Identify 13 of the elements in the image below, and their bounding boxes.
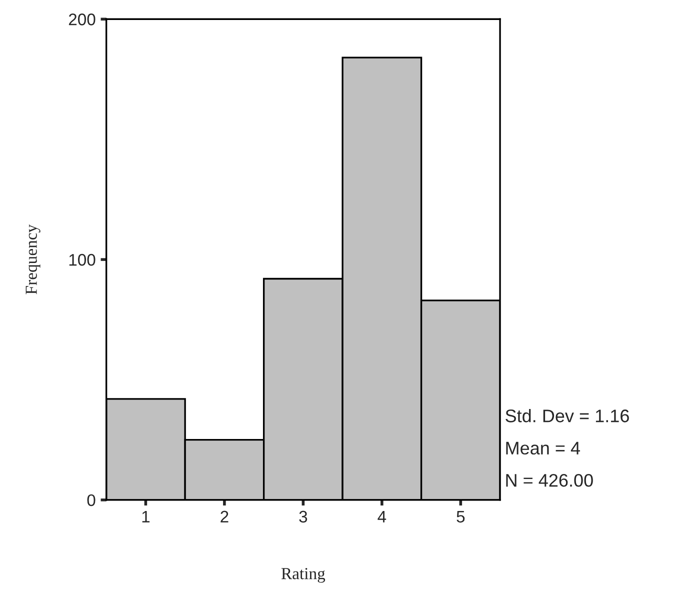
x-tick-label: 1 xyxy=(142,510,150,522)
y-tick-label: 200 xyxy=(68,14,96,26)
x-tick-label: 3 xyxy=(299,510,308,523)
y-tick-label: 100 xyxy=(69,254,96,266)
x-tick-label: 2 xyxy=(220,510,228,522)
x-axis-title: Rating xyxy=(281,568,326,583)
x-tick-label: 4 xyxy=(378,510,386,522)
text: Std. Dev = 1.16 xyxy=(506,409,629,422)
text: Mean = 4 xyxy=(506,442,580,455)
y-axis-title: Frequency xyxy=(26,224,40,294)
x-tick-label: 5 xyxy=(456,510,465,523)
text: N = 426.00 xyxy=(506,474,593,487)
y-tick-label: 0 xyxy=(87,494,96,506)
